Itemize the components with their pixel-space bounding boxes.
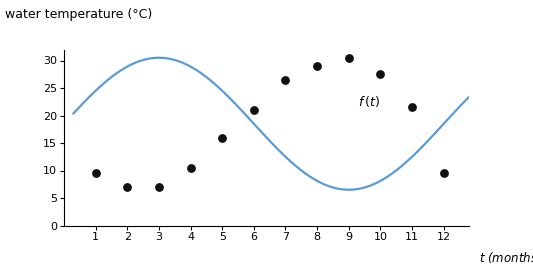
Point (91, 171, 100, 175)
Point (344, 56, 353, 60)
Point (376, 72, 385, 76)
Point (249, 108, 258, 112)
Point (281, 78, 290, 82)
Point (123, 185, 132, 189)
Point (187, 166, 195, 170)
Text: water temperature (°C): water temperature (°C) (5, 8, 152, 21)
Point (408, 105, 416, 109)
Text: $f\,(t)$: $f\,(t)$ (358, 94, 381, 109)
Point (155, 185, 163, 189)
Point (218, 135, 227, 140)
Point (313, 64, 321, 68)
Text: $t$ (months): $t$ (months) (479, 250, 533, 265)
Point (439, 171, 448, 175)
